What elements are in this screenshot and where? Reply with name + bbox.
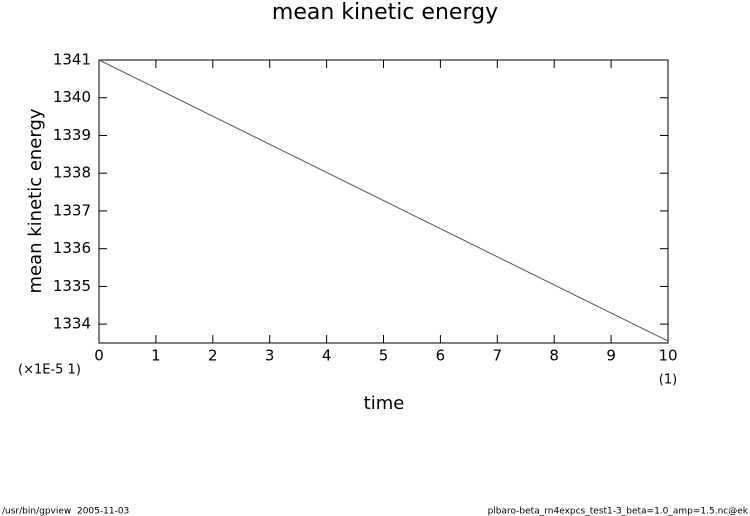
x-axis-label: time [364,393,405,414]
y-tick-label: 1334 [53,315,91,333]
x-tick-label: 7 [493,347,503,365]
x-tick-label: 2 [208,347,218,365]
x-tick-label: 10 [658,347,677,365]
data-line [98,59,669,342]
y-tick-label: 1340 [53,88,91,106]
y-tick-label: 1337 [53,201,91,219]
y-tick-label: 1336 [53,239,91,257]
footer-left: /usr/bin/gpview 2005-11-03 [2,507,129,516]
x-tick-label: 0 [94,347,104,365]
x-tick-label: 9 [606,347,616,365]
x-tick-label: 1 [151,347,161,365]
x-tick-label: 6 [436,347,446,365]
y-tick-label: 1338 [53,164,91,182]
y-axis-label: mean kinetic energy [25,108,46,293]
chart-title: mean kinetic energy [272,0,498,25]
y-tick-label: 1335 [53,277,91,295]
annotation: (1) [659,373,677,388]
x-tick-label: 8 [549,347,559,365]
y-tick-label: 1341 [53,51,91,69]
y-tick-label: 1339 [53,126,91,144]
x-tick-label: 5 [379,347,389,365]
x-tick-label: 3 [265,347,275,365]
x-tick-label: 4 [322,347,332,365]
footer-right: plbaro-beta_rn4expcs_test1-3_beta=1.0_am… [488,507,749,516]
annotation: (×1E-5 1) [18,363,81,378]
